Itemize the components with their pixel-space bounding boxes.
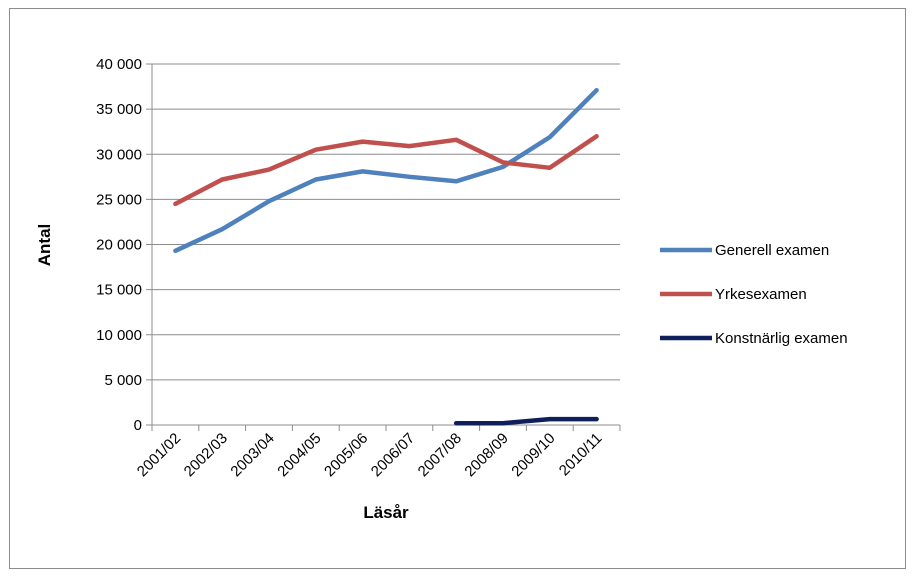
series-line-generell-examen [173,87,599,254]
chart-frame [9,8,906,569]
series-lines [173,87,599,426]
x-tick-label: 2010/11 [556,430,606,480]
x-tick-label: 2007/08 [415,430,465,480]
y-tick-label: 35 000 [96,101,142,118]
x-tick-label: 2008/09 [461,430,511,480]
x-tick-label: 2006/07 [368,430,418,480]
legend-label: Yrkesexamen [715,286,807,303]
y-tick-label: 15 000 [96,282,142,299]
legend-label: Konstnärlig examen [715,330,848,347]
y-axis-title: Antal [35,224,54,267]
y-tick-label: 0 [134,417,142,434]
axes [146,63,621,431]
tick-labels: 0 5 000 10 000 15 000 20 000 25 000 30 000 35 0… [96,56,605,480]
gridlines [152,63,620,381]
series-line-konstnärlig-examen [453,416,599,426]
legend: Generell examen Yrkesexamen Konstnärlig ex… [660,242,848,347]
y-tick-label: 5 000 [104,372,142,389]
x-tick-label: 2009/10 [508,430,558,480]
x-tick-label: 2002/03 [181,430,231,480]
x-tick-label: 2001/02 [134,430,184,480]
y-tick-label: 20 000 [96,237,142,254]
y-tick-label: 30 000 [96,146,142,163]
series-line-yrkesexamen [173,133,599,207]
x-tick-label: 2003/04 [227,430,277,480]
x-tick-label: 2004/05 [274,430,324,480]
legend-label: Generell examen [715,242,829,259]
y-tick-label: 40 000 [96,56,142,73]
x-axis-title: Läsår [363,503,409,522]
y-tick-label: 25 000 [96,191,142,208]
y-tick-label: 10 000 [96,327,142,344]
x-tick-label: 2005/06 [321,430,371,480]
